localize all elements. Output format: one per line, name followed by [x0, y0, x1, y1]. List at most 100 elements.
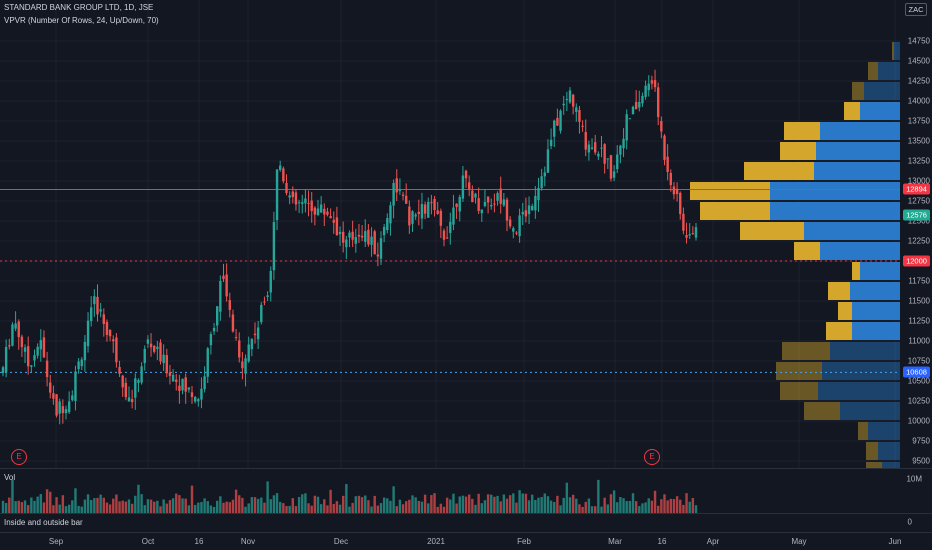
volume-bar: [316, 496, 320, 513]
pane-separator[interactable]: [0, 513, 932, 514]
volume-bar: [631, 493, 635, 513]
volume-bar: [203, 498, 206, 513]
candle-body: [534, 195, 537, 211]
volume-bar: [386, 498, 389, 513]
price-axis-label: 10500: [907, 376, 930, 386]
candle-body: [20, 336, 24, 348]
price-axis-label: 9500: [912, 456, 930, 466]
volume-profile-down-bar: [784, 122, 820, 140]
candle-body: [27, 346, 30, 367]
volume-bar: [130, 503, 134, 513]
candle-body: [496, 193, 499, 201]
time-axis[interactable]: Sep Oct 16 Nov Dec 2021 Feb Mar 16 Apr May Jun: [0, 532, 902, 550]
volume-bar: [178, 495, 181, 513]
volume-bar: [360, 497, 364, 513]
price-chart[interactable]: [0, 0, 900, 468]
candle-body: [181, 378, 184, 391]
earnings-marker[interactable]: E: [644, 449, 660, 465]
pane-separator[interactable]: [0, 468, 932, 469]
volume-bar: [499, 501, 502, 513]
volume-chart[interactable]: [0, 469, 900, 513]
candle-body: [115, 337, 118, 363]
volume-bar: [685, 493, 688, 513]
candle-body: [449, 221, 452, 233]
volume-bar: [382, 497, 386, 513]
volume-bar: [540, 497, 543, 513]
candle-body: [638, 101, 641, 108]
volume-bar: [238, 495, 241, 513]
candle-body: [14, 323, 17, 329]
volume-bar: [606, 504, 609, 513]
indicator-axis-label: 0: [907, 517, 912, 527]
currency-badge[interactable]: ZAC: [905, 3, 927, 16]
candle-body: [168, 372, 172, 376]
price-tag: 12576: [903, 209, 930, 221]
candle-body: [244, 358, 247, 374]
candle-body: [291, 191, 294, 198]
candle-body: [149, 343, 153, 348]
volume-bar: [455, 503, 458, 513]
volume-bar: [471, 498, 474, 513]
volume-bar: [691, 497, 695, 513]
volume-bar: [612, 490, 616, 513]
vpvr-indicator-label[interactable]: VPVR (Number Of Rows, 24, Up/Down, 70): [4, 16, 159, 25]
candle-body: [606, 158, 609, 160]
candle-body: [584, 132, 587, 150]
symbol-title[interactable]: STANDARD BANK GROUP LTD, 1D, JSE: [4, 3, 154, 12]
volume-bar: [282, 503, 285, 513]
candle-body: [565, 98, 569, 100]
candle-body: [1, 367, 5, 374]
time-axis-label: Feb: [517, 537, 531, 546]
volume-profile-down-bar: [782, 342, 830, 360]
indicator-pane-label[interactable]: Inside and outside bar: [4, 518, 83, 527]
candle-body: [96, 296, 99, 315]
candle-body: [524, 210, 528, 217]
volume-bar: [121, 500, 124, 513]
volume-bar: [244, 506, 247, 513]
candle-body: [694, 227, 698, 238]
volume-bar: [307, 503, 310, 513]
candle-body: [537, 187, 540, 201]
candle-body: [622, 138, 625, 149]
candle-body: [430, 202, 433, 204]
earnings-marker[interactable]: E: [11, 449, 27, 465]
candle-body: [364, 231, 367, 242]
volume-bar: [647, 498, 650, 513]
candle-body: [483, 201, 487, 206]
candle-body: [17, 321, 20, 338]
volume-bar: [108, 504, 112, 513]
volume-bar: [36, 496, 39, 513]
volume-bar: [430, 495, 433, 513]
volume-pane-label[interactable]: Vol: [4, 473, 16, 482]
volume-bar: [181, 498, 184, 513]
price-axis-label: 11750: [908, 276, 930, 286]
volume-bar: [653, 490, 657, 513]
price-chart-canvas[interactable]: [0, 0, 900, 468]
candle-body: [200, 388, 203, 400]
volume-profile-up-bar: [816, 142, 900, 160]
volume-bar: [600, 506, 603, 513]
candle-body: [628, 118, 632, 120]
volume-bar: [241, 497, 244, 513]
volume-bar: [42, 502, 46, 513]
volume-bar: [373, 495, 376, 513]
candle-body: [175, 379, 178, 382]
volume-bar: [216, 500, 219, 513]
candle-body: [348, 232, 351, 238]
price-axis-label: 11250: [908, 316, 930, 326]
volume-bar: [458, 496, 461, 513]
volume-bar: [531, 494, 534, 513]
volume-bar: [118, 501, 121, 513]
candle-body: [279, 165, 282, 170]
volume-bar: [423, 494, 427, 513]
candle-body: [288, 195, 291, 198]
volume-bar: [578, 504, 581, 513]
candle-body: [386, 218, 389, 231]
volume-bar: [367, 500, 370, 513]
volume-bar: [496, 495, 499, 513]
candle-body: [162, 354, 165, 364]
time-axis-label: Mar: [608, 537, 622, 546]
volume-bar: [461, 495, 465, 513]
candle-body: [241, 361, 244, 369]
volume-bar: [67, 504, 71, 513]
